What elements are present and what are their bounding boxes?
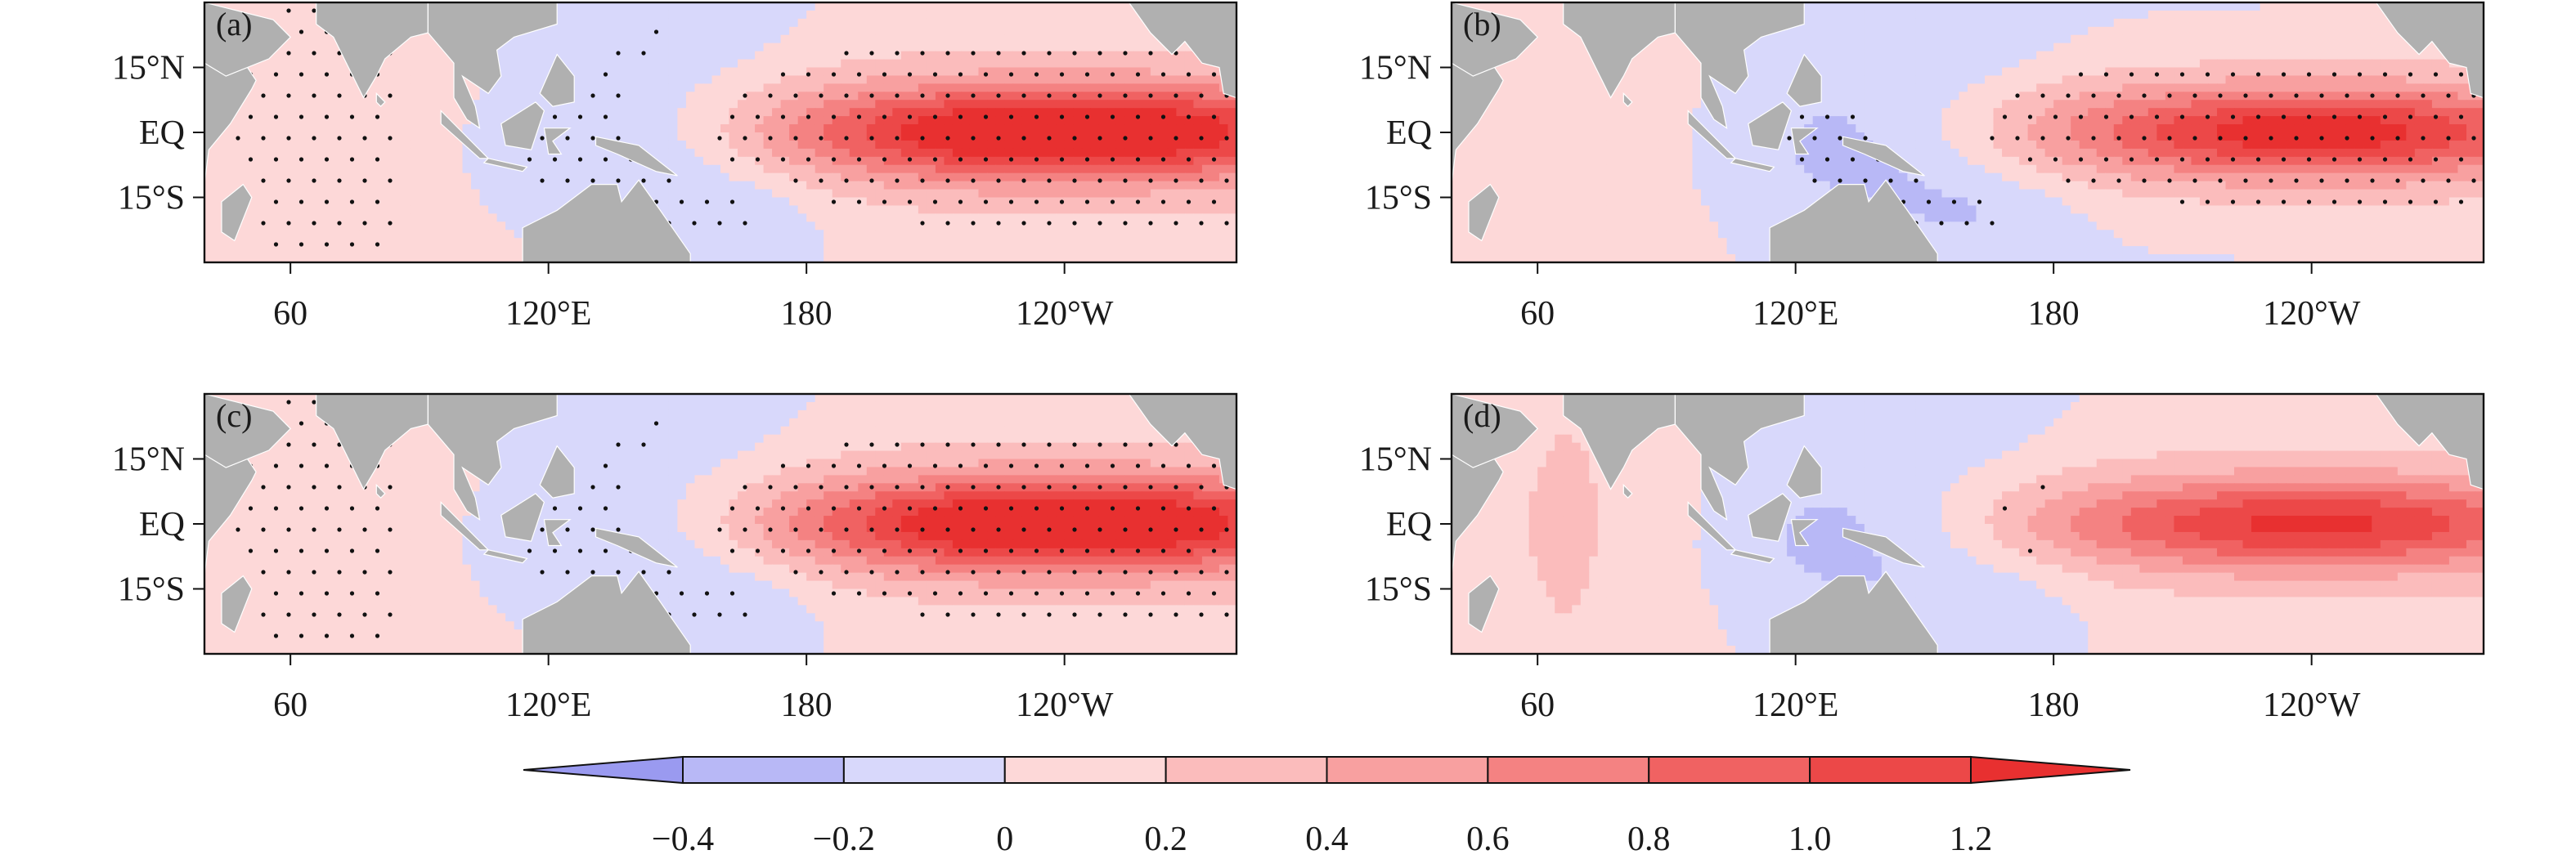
colorbar-extend-high <box>1970 755 2131 785</box>
colorbar-tick-label: 0.8 <box>1627 821 1671 858</box>
x-tick-label: 120°E <box>505 295 591 333</box>
y-tick-label: 15°S <box>1365 571 1432 609</box>
y-tick-label: EQ <box>1386 506 1432 544</box>
y-tick-label: EQ <box>139 506 185 544</box>
colorbar-segment <box>1326 756 1489 784</box>
map-panel: (c) 15°N EQ 15°S 60 120°E 180 120°W <box>112 392 1238 724</box>
colorbar-extend-low <box>523 755 684 785</box>
x-tick-label: 120°E <box>505 687 591 724</box>
colorbar-segment <box>1165 756 1328 784</box>
colorbar-tick-label: 1.0 <box>1788 821 1832 858</box>
x-tick-label: 120°W <box>2263 687 2361 724</box>
colorbar-segment <box>682 756 845 784</box>
colorbar-tick-label: 0 <box>996 821 1013 858</box>
x-tick-label: 180 <box>781 687 832 724</box>
x-tick-label: 120°E <box>1752 295 1838 333</box>
colorbar-tick-label: 0.4 <box>1305 821 1349 858</box>
y-tick-label: 15°N <box>1359 441 1432 479</box>
map-panel: (a) 15°N EQ 15°S 60 120°E 180 120°W <box>112 1 1238 333</box>
x-tick-label: 180 <box>2028 295 2080 333</box>
colorbar-segment <box>1487 756 1650 784</box>
colorbar-tick-label: 0.2 <box>1144 821 1187 858</box>
y-tick-label: EQ <box>139 114 185 152</box>
map-panel: (b) 15°N EQ 15°S 60 120°E 180 120°W <box>1359 1 2485 333</box>
panel-label: (b) <box>1463 6 1501 43</box>
colorbar: −0.4 −0.2 0 0.2 0.4 0.6 0.8 1.0 1.2 <box>523 755 2131 858</box>
x-tick-label: 120°E <box>1752 687 1838 724</box>
colorbar-tick-label: 1.2 <box>1950 821 1993 858</box>
colorbar-tick-label: −0.2 <box>813 821 875 858</box>
colorbar-segment <box>1003 756 1167 784</box>
colorbar-segment <box>842 756 1006 784</box>
x-tick-label: 120°W <box>1016 687 1114 724</box>
y-tick-label: 15°S <box>118 180 185 217</box>
x-tick-label: 60 <box>1520 687 1555 724</box>
colorbar-segment <box>1809 756 1972 784</box>
y-tick-label: 15°S <box>118 571 185 609</box>
colorbar-tick-label: −0.4 <box>652 821 714 858</box>
x-tick-label: 120°W <box>1016 295 1114 333</box>
panel-label: (a) <box>216 6 252 43</box>
y-tick-label: EQ <box>1386 114 1432 152</box>
y-tick-label: 15°S <box>1365 180 1432 217</box>
panel-label: (c) <box>216 397 252 434</box>
colorbar-tick-label: 0.6 <box>1466 821 1510 858</box>
y-tick-label: 15°N <box>112 50 185 87</box>
panel-label: (d) <box>1463 397 1501 434</box>
x-tick-label: 180 <box>781 295 832 333</box>
y-tick-label: 15°N <box>1359 50 1432 87</box>
x-tick-label: 180 <box>2028 687 2080 724</box>
x-tick-label: 120°W <box>2263 295 2361 333</box>
map-panel: (d) 15°N EQ 15°S 60 120°E 180 120°W <box>1359 392 2485 724</box>
x-tick-label: 60 <box>273 295 307 333</box>
colorbar-segment <box>1648 756 1811 784</box>
y-tick-label: 15°N <box>112 441 185 479</box>
x-tick-label: 60 <box>273 687 307 724</box>
x-tick-label: 60 <box>1520 295 1555 333</box>
